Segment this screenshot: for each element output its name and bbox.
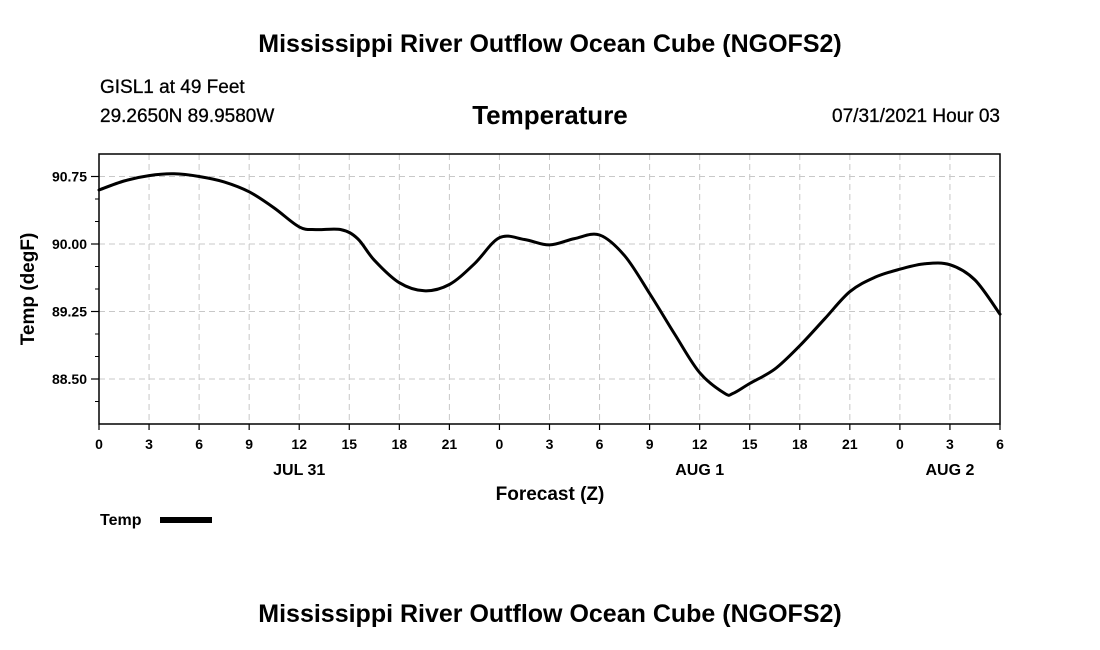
x-tick-label: 18	[792, 436, 808, 452]
x-tick-label: 0	[896, 436, 904, 452]
legend: Temp	[100, 512, 212, 529]
x-tick-label: 9	[245, 436, 253, 452]
forecast-datetime: 07/31/2021 Hour 03	[832, 106, 1000, 127]
y-tick-label: 90.75	[52, 169, 87, 185]
x-tick-label: 15	[742, 436, 758, 452]
data-point	[173, 173, 175, 175]
station-name: GISL1 at 49 Feet	[100, 77, 245, 98]
data-point	[874, 276, 876, 279]
series-layer	[97, 172, 1002, 397]
x-tick-label: 6	[195, 436, 203, 452]
chart-title: Temperature	[472, 100, 628, 130]
grid-lines	[99, 154, 1000, 424]
data-point	[448, 283, 451, 286]
x-tick-label: 18	[392, 436, 408, 452]
axes: 0 3 6 9 12 15 18 21 0 3 6 9 12 15 18 21 0 3 6 88.50 89.25 90.…	[52, 169, 1004, 480]
date-label: AUG 2	[925, 462, 974, 479]
data-point	[673, 333, 676, 335]
data-point	[123, 180, 125, 182]
x-tick-label: 0	[95, 436, 103, 452]
data-point	[723, 392, 726, 395]
data-point	[273, 207, 276, 209]
date-label: JUL 31	[273, 462, 325, 479]
x-tick-label: 15	[341, 436, 357, 452]
x-tick-label: 21	[442, 436, 458, 452]
data-point	[248, 191, 250, 193]
data-point	[732, 392, 734, 395]
data-point	[648, 292, 651, 295]
x-tick-label: 21	[842, 436, 858, 452]
y-tick-label: 88.50	[52, 371, 87, 387]
data-point	[748, 382, 751, 385]
date-label: AUG 1	[675, 462, 724, 479]
data-point	[598, 234, 601, 236]
data-point	[223, 181, 225, 183]
data-point	[573, 237, 576, 240]
footer-title: Mississippi River Outflow Ocean Cube (NG…	[258, 600, 842, 628]
data-point	[523, 238, 526, 241]
data-point	[698, 371, 701, 374]
data-point	[398, 281, 401, 284]
legend-label-temp: Temp	[100, 512, 142, 529]
data-point	[849, 290, 851, 293]
data-point	[974, 279, 976, 281]
data-point	[148, 174, 150, 177]
data-point	[473, 263, 476, 265]
x-tick-label: 3	[546, 436, 554, 452]
x-tick-label: 6	[596, 436, 604, 452]
data-point	[423, 290, 426, 292]
data-point	[824, 317, 826, 320]
y-tick-label: 90.00	[52, 236, 87, 252]
data-point	[356, 237, 359, 240]
x-tick-label: 12	[291, 436, 307, 452]
data-point	[774, 368, 776, 370]
station-coordinates: 29.2650N 89.9580W	[100, 106, 275, 127]
x-tick-label: 6	[996, 436, 1004, 452]
x-tick-label: 12	[692, 436, 708, 452]
data-point	[799, 344, 801, 347]
data-point	[340, 228, 342, 231]
x-tick-label: 3	[145, 436, 153, 452]
data-point	[548, 244, 551, 246]
data-point	[298, 226, 301, 228]
data-point	[198, 175, 200, 178]
data-point	[924, 263, 926, 265]
data-point	[623, 254, 626, 257]
page-title: Mississippi River Outflow Ocean Cube (NG…	[258, 30, 842, 58]
data-point	[899, 268, 901, 271]
y-tick-label: 89.25	[52, 304, 87, 320]
x-tick-label: 9	[646, 436, 654, 452]
data-point	[315, 228, 317, 231]
y-axis-label: Temp (degF)	[18, 233, 39, 346]
x-tick-label: 0	[496, 436, 504, 452]
x-axis-label: Forecast (Z)	[496, 484, 605, 505]
data-point	[498, 236, 501, 239]
data-point	[373, 259, 376, 262]
data-point	[949, 263, 951, 266]
x-tick-label: 3	[946, 436, 954, 452]
